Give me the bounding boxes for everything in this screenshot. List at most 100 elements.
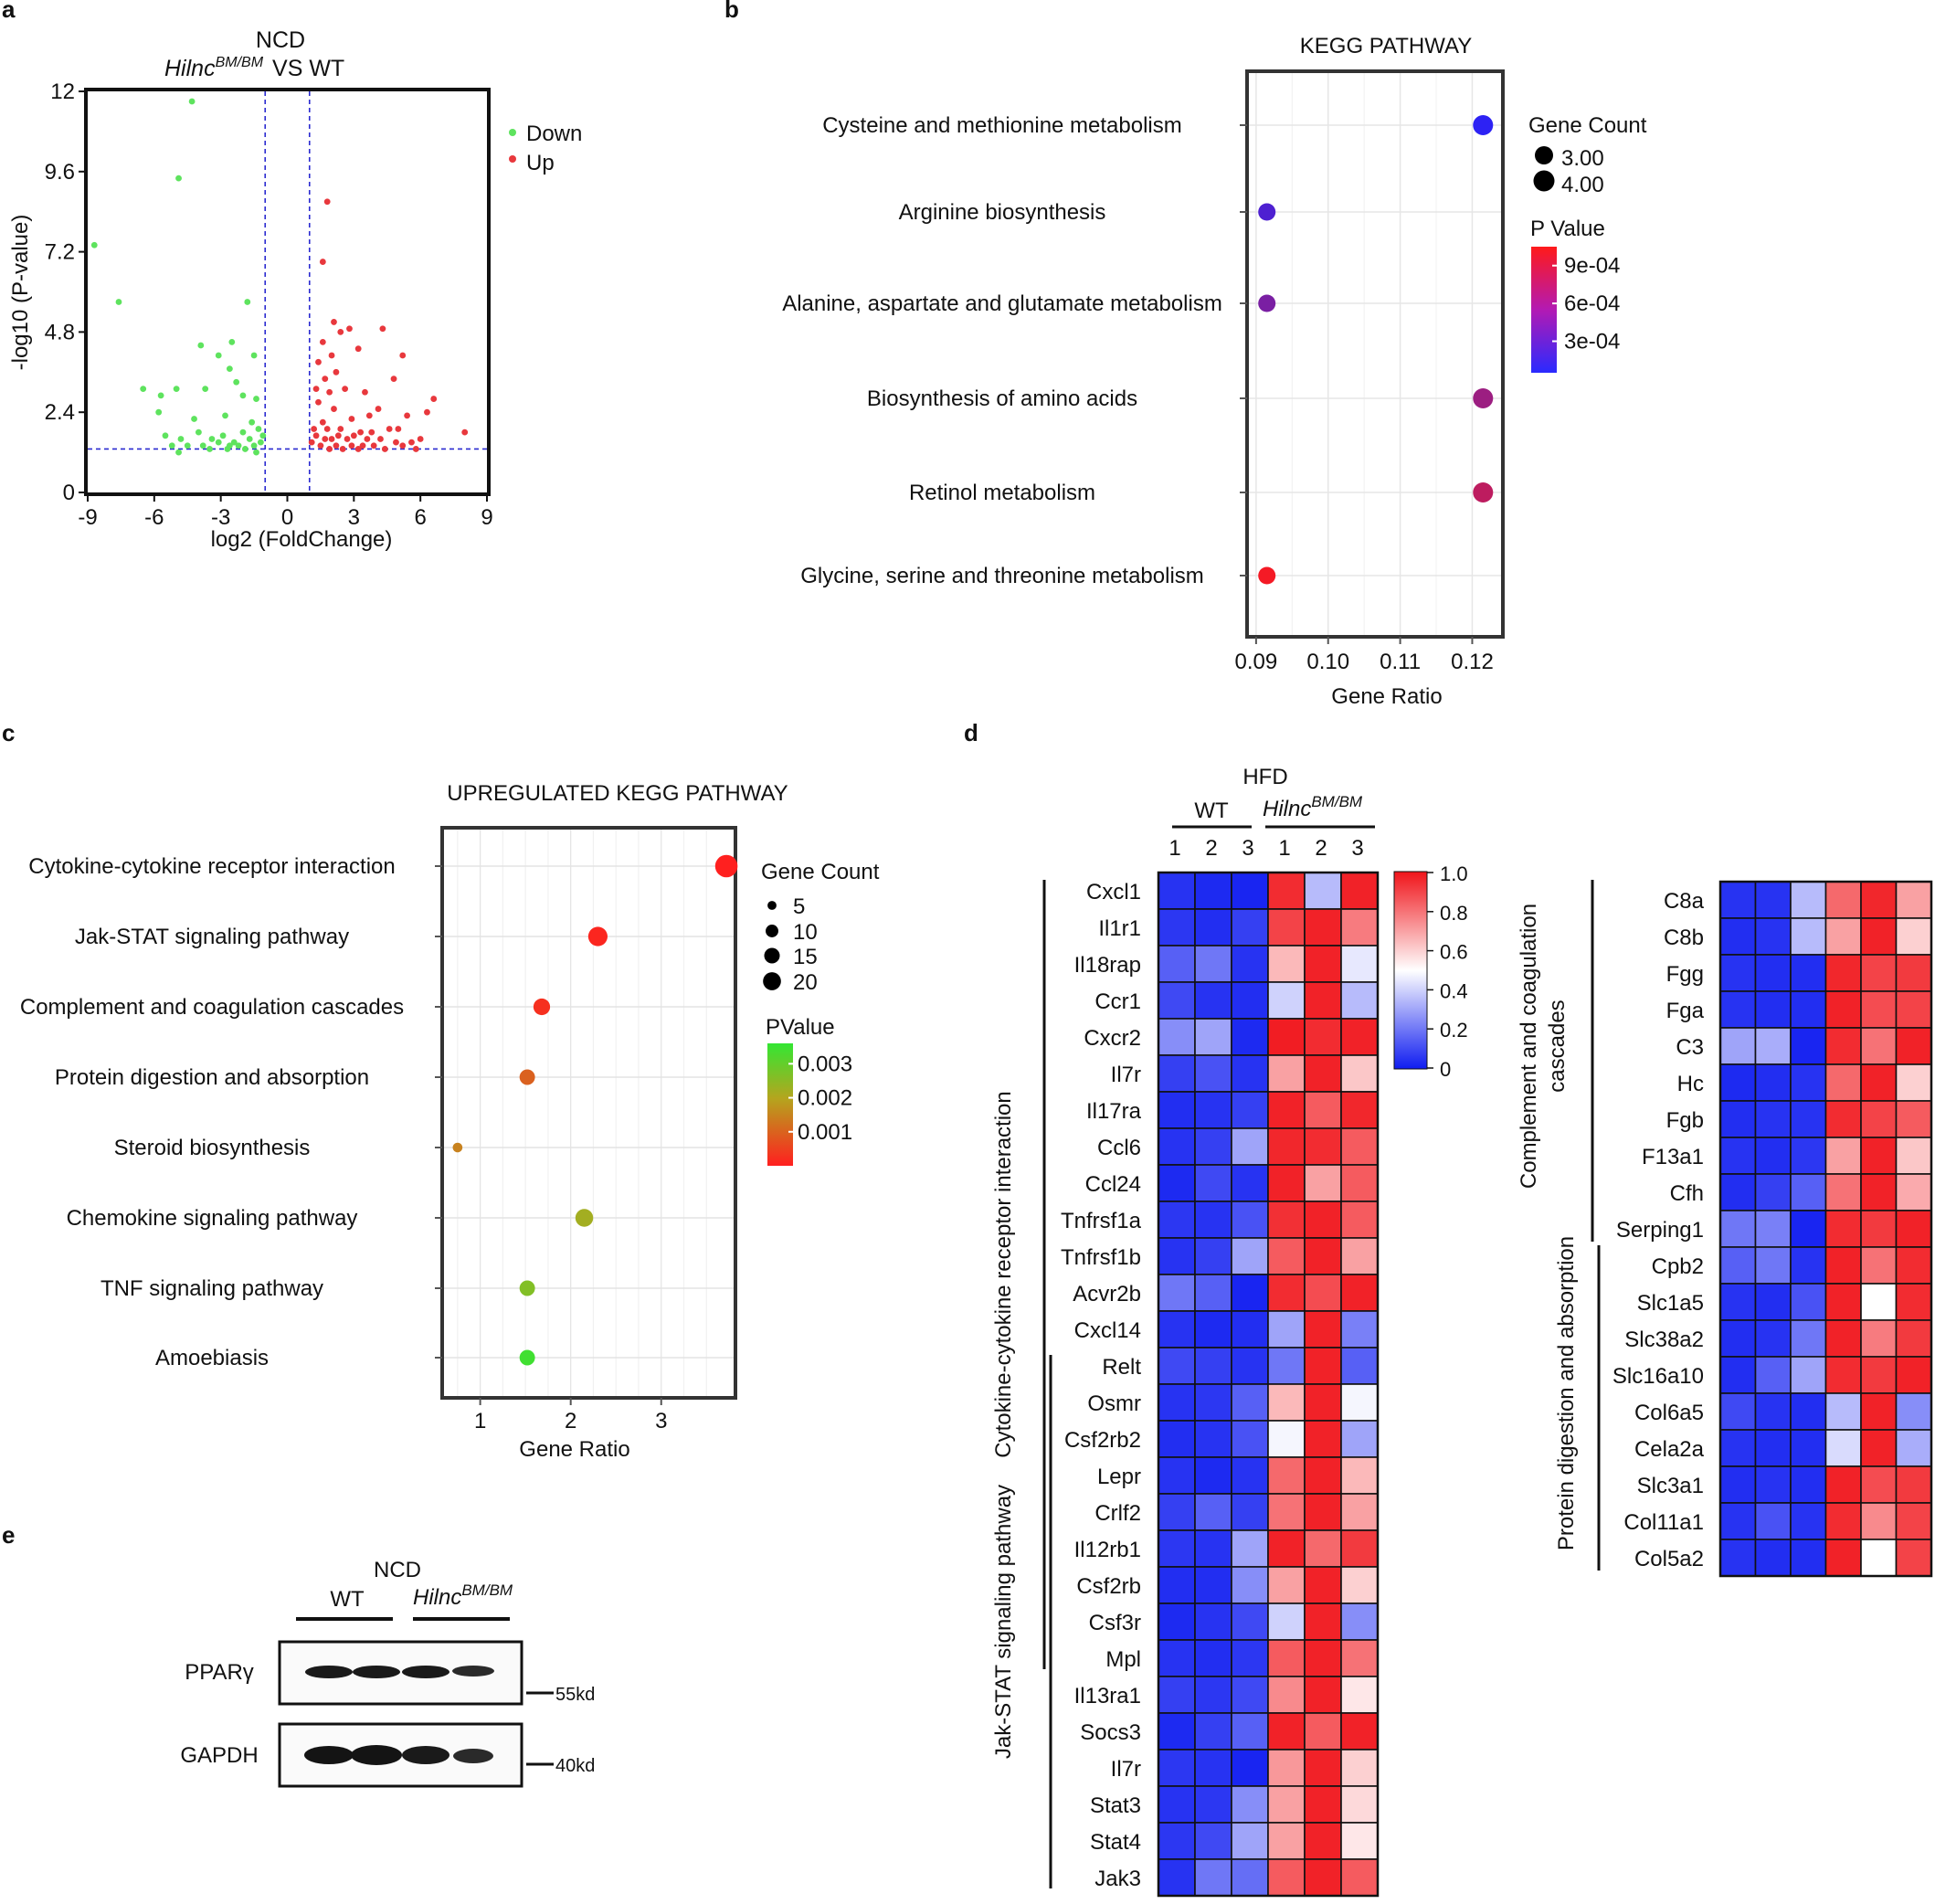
panel-label-a: a	[2, 0, 16, 23]
hm-left-cell-15-4	[1304, 1420, 1342, 1458]
hm-left-cell-8-2	[1231, 1164, 1269, 1202]
hm-left-cell-24-1	[1194, 1749, 1232, 1787]
hm-left-cell-14-1	[1194, 1383, 1232, 1422]
volcano-point-up-14	[312, 386, 320, 392]
band-ppar-3	[402, 1666, 449, 1678]
legend-up-marker	[509, 155, 516, 163]
blot-label-gapdh: GAPDH	[180, 1743, 258, 1768]
kegg-category-1: Arginine biosynthesis	[899, 200, 1106, 225]
hm-left-cell-5-3	[1267, 1054, 1306, 1093]
marker-label-55: 55kd	[555, 1685, 595, 1705]
volcano-point-down-36	[241, 446, 248, 452]
volcano-ytick-label-1: 2.4	[45, 400, 75, 425]
hm-left-row-label-19: Csf2rb	[1076, 1574, 1141, 1599]
volcano-point-up-34	[312, 432, 320, 439]
volcano-point-down-29	[255, 426, 262, 432]
volcano-point-down-40	[224, 446, 231, 452]
volcano-point-down-21	[162, 432, 169, 439]
hm-right-cell-12-2	[1790, 1319, 1827, 1358]
hm-left-cell-2-2	[1231, 945, 1269, 983]
kegg-xtick-label-3: 0.12	[1451, 650, 1494, 674]
hm-left-row-label-13: Relt	[1102, 1355, 1141, 1380]
hm-right-cell-4-4	[1860, 1027, 1898, 1065]
hm-left-cell-27-4	[1304, 1858, 1342, 1897]
hm-left-cell-12-0	[1158, 1310, 1196, 1349]
hm-left-cell-24-5	[1340, 1749, 1379, 1787]
hm-left-row-label-10: Tnfrsf1b	[1061, 1245, 1141, 1270]
hm-right-cell-14-4	[1860, 1392, 1898, 1431]
marker-label-40: 40kd	[555, 1756, 595, 1776]
volcano-point-down-32	[199, 442, 206, 450]
hm-left-cell-18-5	[1340, 1529, 1379, 1568]
hm-right-cell-6-4	[1860, 1100, 1898, 1138]
hm-left-cell-13-5	[1340, 1347, 1379, 1385]
hm-right-row-label-14: Col6a5	[1634, 1401, 1704, 1425]
volcano-point-up-27	[311, 426, 318, 432]
hm-right-cell-9-5	[1895, 1210, 1932, 1248]
hm-right-cell-5-3	[1824, 1063, 1862, 1102]
hm-right-cell-2-5	[1895, 954, 1932, 992]
hm-right-cell-16-1	[1754, 1465, 1792, 1504]
hm-color-tick-label-5: 0	[1440, 1058, 1451, 1081]
kegg-color-legend-title: P Value	[1530, 217, 1605, 241]
hm-right-cell-13-2	[1790, 1356, 1827, 1394]
volcano-point-up-36	[344, 436, 351, 442]
panel-a: a NCD HilncBM/BM VS WT -9 -6 -3 0 3 6 9 0 2.4 4.8…	[2, 0, 582, 552]
up-size-legend-title: Gene Count	[761, 860, 880, 884]
hm-left-cell-21-2	[1231, 1639, 1269, 1677]
hm-right-cell-9-1	[1754, 1210, 1792, 1248]
hm-right-row-label-7: F13a1	[1642, 1145, 1704, 1169]
hm-right-cell-10-3	[1824, 1246, 1862, 1285]
band-ppar-4	[452, 1666, 494, 1677]
hm-left-row-label-14: Osmr	[1087, 1391, 1141, 1416]
hm-right-cell-0-2	[1790, 881, 1827, 919]
up-point-5	[575, 1209, 594, 1227]
hm-left-row-label-3: Ccr1	[1094, 989, 1141, 1014]
hm-left-cell-10-5	[1340, 1237, 1379, 1275]
hm-right-cell-18-4	[1860, 1539, 1898, 1577]
hm-left-cell-19-1	[1194, 1566, 1232, 1604]
hm-left-cell-19-3	[1267, 1566, 1306, 1604]
hm-left-cell-0-0	[1158, 872, 1196, 910]
hm-left-row-label-5: Il7r	[1111, 1063, 1141, 1087]
volcano-y-axis: 0 2.4 4.8 7.2 9.6 12	[45, 79, 86, 505]
up-color-tick-label-1: 0.002	[798, 1086, 852, 1111]
heatmap-color-ticks: 1.0 0.8 0.6 0.4 0.2 0	[1427, 862, 1468, 1081]
hm-left-cell-15-2	[1231, 1420, 1269, 1458]
hm-left-cell-16-2	[1231, 1456, 1269, 1495]
hm-right-cell-6-0	[1719, 1100, 1757, 1138]
panel-label-d: d	[964, 719, 978, 746]
kegg-x-axis: 0.09 0.10 0.11 0.12	[1235, 637, 1494, 674]
hm-right-cell-5-2	[1790, 1063, 1827, 1102]
hm-right-cell-0-5	[1895, 881, 1932, 919]
hm-right-row-label-16: Slc3a1	[1637, 1474, 1704, 1498]
hm-left-cell-19-4	[1304, 1566, 1342, 1604]
volcano-point-up-1	[319, 259, 326, 265]
hm-left-cell-17-5	[1340, 1493, 1379, 1531]
kegg-xtick-label-1: 0.10	[1306, 650, 1349, 674]
volcano-point-up-46	[348, 442, 355, 450]
hm-left-cell-4-1	[1194, 1018, 1232, 1056]
hm-right-group-label-0b: cascades	[1545, 1000, 1570, 1092]
volcano-point-up-3	[346, 325, 353, 333]
volcano-point-up-11	[333, 368, 340, 376]
hm-left-cell-22-4	[1304, 1676, 1342, 1714]
hm-right-cell-9-4	[1860, 1210, 1898, 1248]
up-category-2: Complement and coagulation cascades	[20, 995, 404, 1020]
hm-right-cell-12-5	[1895, 1319, 1932, 1358]
up-color-legend-title: PValue	[766, 1015, 835, 1040]
hm-left-cell-23-4	[1304, 1712, 1342, 1751]
kegg-point-1	[1258, 203, 1276, 221]
hm-left-cell-17-1	[1194, 1493, 1232, 1531]
up-point-6	[519, 1280, 535, 1296]
hm-col-label-4: 2	[1315, 836, 1327, 861]
kegg-category-2: Alanine, aspartate and glutamate metabol…	[782, 291, 1222, 316]
kegg-xtick-label-2: 0.11	[1380, 650, 1421, 674]
hm-left-cell-4-3	[1267, 1018, 1306, 1056]
hm-left-cell-15-3	[1267, 1420, 1306, 1458]
hm-left-cell-7-5	[1340, 1127, 1379, 1166]
hm-left-row-label-1: Il1r1	[1098, 916, 1141, 941]
kegg-title: KEGG PATHWAY	[1300, 34, 1472, 58]
volcano-point-down-31	[184, 442, 191, 450]
